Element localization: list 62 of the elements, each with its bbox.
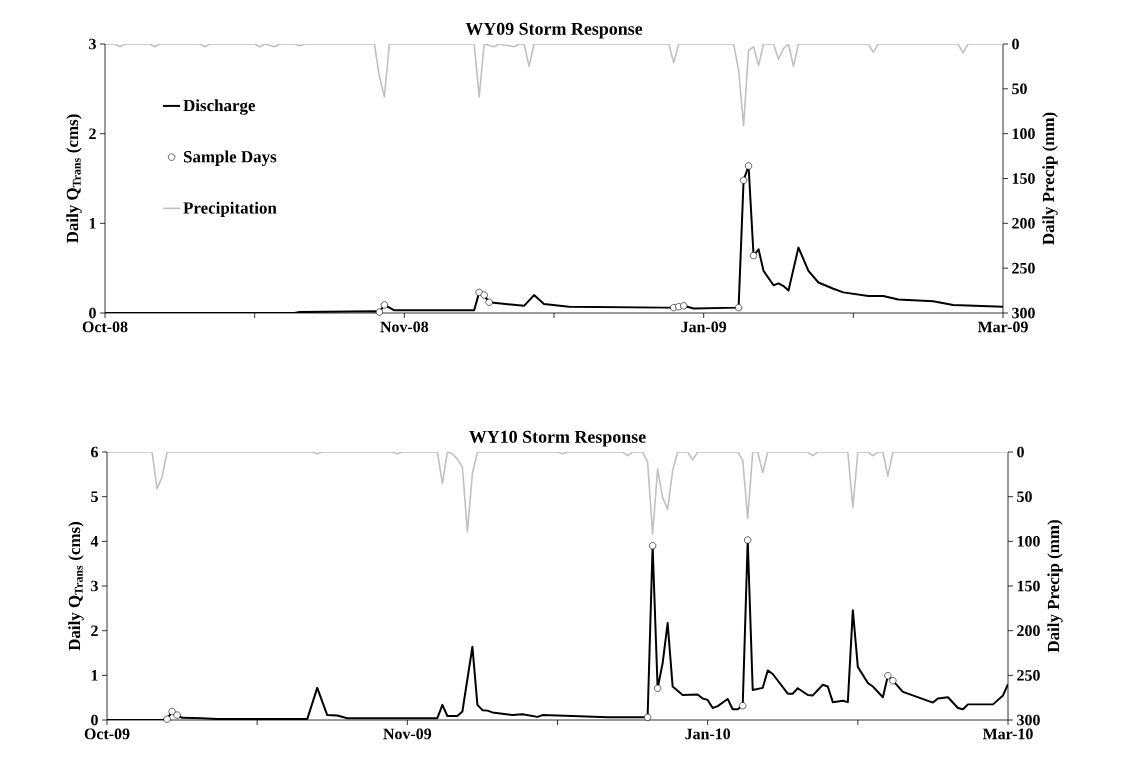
chart-title: WY10 Storm Response <box>469 430 646 447</box>
y2-axis-title: Daily Precip (mm) <box>1047 520 1063 653</box>
y2-tick-label: 300 <box>1012 307 1035 319</box>
y-tick-label: 0 <box>89 307 96 319</box>
point <box>740 176 748 184</box>
y-tick-label: 5 <box>91 491 98 502</box>
point <box>644 713 652 721</box>
point <box>749 252 758 260</box>
point <box>735 304 743 312</box>
y2-tick-label: 250 <box>1012 262 1035 274</box>
y-tick-label: 4 <box>90 536 99 547</box>
y-tick-label: 2 <box>91 625 98 636</box>
y2-tick-label: 200 <box>1017 625 1040 637</box>
y2-axis-title: Daily Precip (mm) <box>1042 112 1058 245</box>
x-tick-label: Mar-10 <box>982 728 1033 740</box>
point <box>163 715 171 723</box>
x-tick-label: Jan-09 <box>681 321 727 333</box>
point <box>889 677 897 685</box>
y2-tick-label: 300 <box>1017 714 1040 726</box>
y2-tick-label: 250 <box>1017 669 1040 681</box>
y-axis-title: Daily Q$_{Trans}$ (cms) <box>68 521 84 651</box>
y-tick-label: 1 <box>89 218 96 229</box>
point <box>480 291 488 299</box>
y2-tick-label: 150 <box>1017 580 1040 592</box>
point <box>744 162 753 170</box>
point <box>485 298 493 306</box>
y-tick-label: 0 <box>91 714 98 726</box>
point <box>884 672 892 680</box>
chart-title: WY09 Storm Response <box>465 22 643 39</box>
y-tick-label: 3 <box>89 38 96 50</box>
y2-tick-label: 200 <box>1012 217 1035 229</box>
x-tick-label: Nov-09 <box>383 728 432 740</box>
point <box>173 711 181 719</box>
y-tick-label: 3 <box>91 580 98 592</box>
y2-tick-label: 100 <box>1012 128 1035 140</box>
x-tick-label: Jan-10 <box>685 728 731 740</box>
point <box>739 702 747 710</box>
x-tick-label: Nov-08 <box>380 321 429 333</box>
y2-tick-label: 0 <box>1017 446 1024 458</box>
y2-tick-label: 50 <box>1017 491 1032 503</box>
y-tick-label: 1 <box>91 670 98 681</box>
x-tick-label: Oct-09 <box>84 728 130 740</box>
y2-tick-label: 100 <box>1017 535 1040 547</box>
y2-tick-label: 50 <box>1012 83 1027 95</box>
point <box>380 301 388 309</box>
legend-label: Precipitation <box>183 201 277 218</box>
y-axis-title: Daily Q$_{Trans}$ (cms) <box>66 114 82 244</box>
y2-tick-label: 150 <box>1012 173 1035 184</box>
legend-label: Sample Days <box>183 150 277 166</box>
x-tick-label: Oct-08 <box>82 321 128 333</box>
y2-tick-label: 0 <box>1012 38 1019 50</box>
point <box>654 684 662 692</box>
line-series <box>107 452 1009 535</box>
x-tick-label: Mar-09 <box>977 321 1028 333</box>
line-series <box>105 44 1004 127</box>
point <box>680 302 688 310</box>
legend-label: Discharge <box>183 99 256 115</box>
point <box>744 536 752 544</box>
point <box>649 542 657 550</box>
y-tick-label: 6 <box>91 446 99 458</box>
point <box>375 308 383 316</box>
y-tick-label: 2 <box>89 128 96 139</box>
